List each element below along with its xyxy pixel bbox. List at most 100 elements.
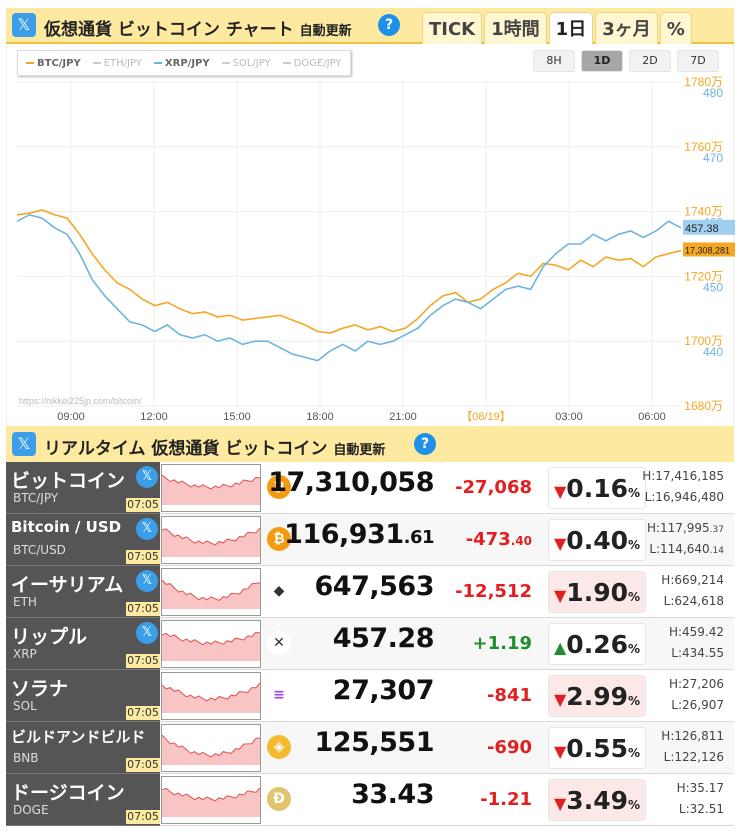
bnb-icon: ◈ [267,735,291,759]
range-buttons: 8H 1D 2D 7D [533,50,719,72]
sparkline-svg [161,682,261,713]
percent-value: 0.26 [566,630,628,659]
sparkline-area [162,735,260,765]
x-share-icon[interactable]: 𝕏 [136,622,158,644]
x-tick-label: 06:00 [638,411,666,423]
range-button-8H[interactable]: 8H [533,50,575,72]
arrow-up-icon: ▲ [553,638,567,657]
low-int: L:26,907 [671,698,724,712]
sparkline-area [162,475,260,505]
sparkline-chart[interactable] [161,672,261,720]
low-value: L:624,618 [634,594,724,608]
tab-2[interactable]: 1日 [548,12,594,46]
sparkline-svg [161,734,261,765]
legend-item[interactable]: ETH/JPY [92,57,142,69]
legend-item[interactable]: DOGE/JPY [282,58,342,69]
sparkline-svg [161,527,261,557]
low-int: L:32.51 [678,802,724,816]
legend-item[interactable]: SOL/JPY [221,57,271,69]
tab-1[interactable]: 1時間 [484,12,547,46]
x-share-icon[interactable]: 𝕏 [136,518,158,540]
legend-label: ETH/JPY [103,57,142,69]
low-value: L:122,126 [634,750,724,764]
rate-row[interactable]: ドージコイン DOGE 07:05 Ð 33.43 -1.21 ▼3.49% H:35.17 L… [6,774,734,826]
rate-row[interactable]: ビルドアンドビルド BNB 07:05 ◈ 125,551 -690 ▼0.55% H:126… [6,722,734,774]
percent-value: 1.90 [566,578,628,607]
change-int: -841 [486,685,532,706]
coin-code: BTC/JPY [13,491,59,505]
price-value: 125,551 [314,727,435,758]
tab-3[interactable]: 3ヶ月 [595,12,658,46]
price-int: 457.28 [332,623,435,654]
sparkline-line [161,474,261,490]
sparkline-chart[interactable] [161,464,261,512]
series-line-xrp-jpy [16,213,682,362]
help-icon[interactable]: ? [414,433,436,455]
tab-0[interactable]: TICK [422,12,483,46]
sparkline-chart[interactable] [161,516,261,564]
legend-swatch [92,62,101,64]
range-button-1D[interactable]: 1D [581,50,623,72]
price-value: 116,931.61 [284,519,434,550]
coin-code: XRP [13,647,37,661]
xrp-icon: ✕ [267,631,291,655]
percent-change: ▼0.55% [548,727,646,769]
x-share-icon[interactable]: 𝕏 [136,466,158,488]
sparkline-chart[interactable] [161,776,261,824]
change-value: -27,068 [455,477,532,498]
help-icon[interactable]: ? [378,14,400,36]
coin-name: ソラナ [11,678,69,700]
low-value: L:16,946,480 [634,490,724,504]
change-int: +1.19 [472,633,533,654]
x-tick-label: 15:00 [223,411,251,423]
sparkline-svg [161,787,261,817]
coin-name-cell[interactable]: リップル XRP 𝕏 07:05 [6,618,160,670]
percent-change: ▲0.26% [548,623,646,665]
low-dec: .14 [709,546,724,556]
legend-swatch [221,62,230,64]
sparkline-chart[interactable] [161,568,261,616]
percent-unit: % [627,694,641,708]
btc-last-badge [683,242,735,257]
rate-row[interactable]: ソラナ SOL 07:05 ≡ 27,307 -841 ▼2.99% H:27,206 L:26… [6,670,734,722]
coin-name-cell[interactable]: ビルドアンドビルド BNB 07:05 [6,722,160,774]
x-share-icon[interactable]: 𝕏 [136,570,158,592]
rate-row[interactable]: イーサリアム ETH 𝕏 07:05 ◆ 647,563 -12,512 ▼1.90% H:66… [6,566,734,618]
rate-row[interactable]: ビットコイン BTC/JPY 𝕏 07:05 ₿ 17,310,058 -27,068 ▼0.… [6,462,734,514]
x-share-icon[interactable]: 𝕏 [12,13,36,37]
rate-row[interactable]: リップル XRP 𝕏 07:05 ✕ 457.28 +1.19 ▲0.26% H:459.42 L… [6,618,734,670]
price-int: 125,551 [314,727,435,758]
rate-row[interactable]: Bitcoin / USD BTC/USD 𝕏 07:05 ₿ 116,931.61 -47… [6,514,734,566]
low-int: L:16,946,480 [644,490,724,504]
legend-item[interactable]: BTC/JPY [26,58,81,69]
x-tick-label: 18:00 [306,411,334,423]
coin-name-cell[interactable]: Bitcoin / USD BTC/USD 𝕏 07:05 [6,514,160,566]
low-int: L:624,618 [663,594,724,608]
legend-swatch [26,62,34,64]
change-value: -841 [487,685,532,706]
high-value: H:35.17 [634,781,724,795]
range-button-7D[interactable]: 7D [677,50,719,72]
range-button-2D[interactable]: 2D [629,50,671,72]
sparkline-svg [161,474,261,505]
tab-4[interactable]: % [659,12,692,46]
coin-name-cell[interactable]: ドージコイン DOGE 07:05 [6,774,160,826]
sparkline-chart[interactable] [161,620,261,668]
x-tick-label: 12:00 [140,411,168,423]
low-value: L:114,640.14 [634,542,724,556]
series-line-btc-jpy [16,209,682,334]
coin-name-cell[interactable]: イーサリアム ETH 𝕏 07:05 [6,566,160,618]
coin-name-cell[interactable]: ソラナ SOL 07:05 [6,670,160,722]
legend-label: SOL/JPY [232,57,271,69]
price-int: 647,563 [314,571,435,602]
y-tick-xrp: 470 [703,151,723,165]
chart-title: 仮想通貨 ビットコイン チャート 自動更新 [44,15,352,40]
x-share-icon[interactable]: 𝕏 [12,432,36,456]
legend-item[interactable]: XRP/JPY [153,57,210,69]
change-value: -690 [487,737,532,758]
coin-name-cell[interactable]: ビットコイン BTC/JPY 𝕏 07:05 [6,462,160,514]
sparkline-chart[interactable] [161,724,261,772]
coin-name: イーサリアム [11,574,124,596]
legend-label: XRP/JPY [164,57,210,69]
percent-unit: % [627,486,641,500]
